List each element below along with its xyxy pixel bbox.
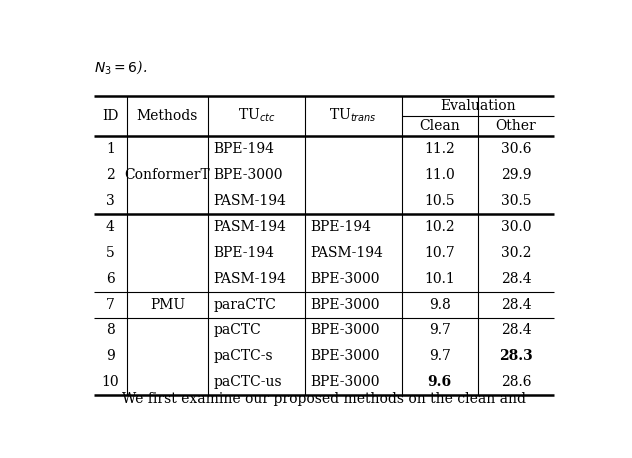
Text: 28.6: 28.6 [501,375,532,389]
Text: BPE-3000: BPE-3000 [310,323,380,338]
Text: BPE-3000: BPE-3000 [310,349,380,363]
Text: 6: 6 [106,272,114,286]
Text: 9: 9 [106,349,114,363]
Text: 9.8: 9.8 [429,298,451,311]
Text: PASM-194: PASM-194 [310,245,384,260]
Text: 30.6: 30.6 [501,142,532,156]
Text: Other: Other [495,119,537,133]
Text: 11.2: 11.2 [425,142,455,156]
Text: 10.5: 10.5 [425,194,455,208]
Text: PASM-194: PASM-194 [214,194,286,208]
Text: 9.6: 9.6 [428,375,452,389]
Text: 28.4: 28.4 [501,272,532,286]
Text: 30.5: 30.5 [501,194,532,208]
Text: paCTC: paCTC [214,323,262,338]
Text: 10.7: 10.7 [425,245,455,260]
Text: paraCTC: paraCTC [214,298,277,311]
Text: TU$_{trans}$: TU$_{trans}$ [329,107,377,125]
Text: 3: 3 [106,194,114,208]
Text: Methods: Methods [137,109,198,123]
Text: ConformerT: ConformerT [125,168,210,182]
Text: Evaluation: Evaluation [440,98,516,113]
Text: 5: 5 [106,245,114,260]
Text: BPE-3000: BPE-3000 [310,375,380,389]
Text: 30.2: 30.2 [501,245,532,260]
Text: BPE-194: BPE-194 [310,220,372,234]
Text: PASM-194: PASM-194 [214,220,286,234]
Text: 10: 10 [102,375,119,389]
Text: 1: 1 [106,142,115,156]
Text: BPE-3000: BPE-3000 [310,298,380,311]
Text: 11.0: 11.0 [425,168,455,182]
Text: 7: 7 [106,298,115,311]
Text: 28.4: 28.4 [501,298,532,311]
Text: 9.7: 9.7 [429,323,451,338]
Text: $N_3 = 6$).: $N_3 = 6$). [94,59,147,76]
Text: BPE-3000: BPE-3000 [214,168,283,182]
Text: PASM-194: PASM-194 [214,272,286,286]
Text: PMU: PMU [150,298,185,311]
Text: Clean: Clean [420,119,460,133]
Text: 30.0: 30.0 [501,220,532,234]
Text: 29.9: 29.9 [501,168,532,182]
Text: We first examine our proposed methods on the clean and: We first examine our proposed methods on… [122,392,526,406]
Text: 4: 4 [106,220,115,234]
Text: BPE-194: BPE-194 [214,245,275,260]
Text: BPE-3000: BPE-3000 [310,272,380,286]
Text: ID: ID [102,109,119,123]
Text: 10.1: 10.1 [425,272,455,286]
Text: 9.7: 9.7 [429,349,451,363]
Text: 8: 8 [106,323,114,338]
Text: BPE-194: BPE-194 [214,142,275,156]
Text: paCTC-s: paCTC-s [214,349,273,363]
Text: 10.2: 10.2 [425,220,455,234]
Text: paCTC-us: paCTC-us [214,375,283,389]
Text: TU$_{ctc}$: TU$_{ctc}$ [238,107,275,125]
Text: 28.4: 28.4 [501,323,532,338]
Text: 28.3: 28.3 [499,349,533,363]
Text: 2: 2 [106,168,114,182]
